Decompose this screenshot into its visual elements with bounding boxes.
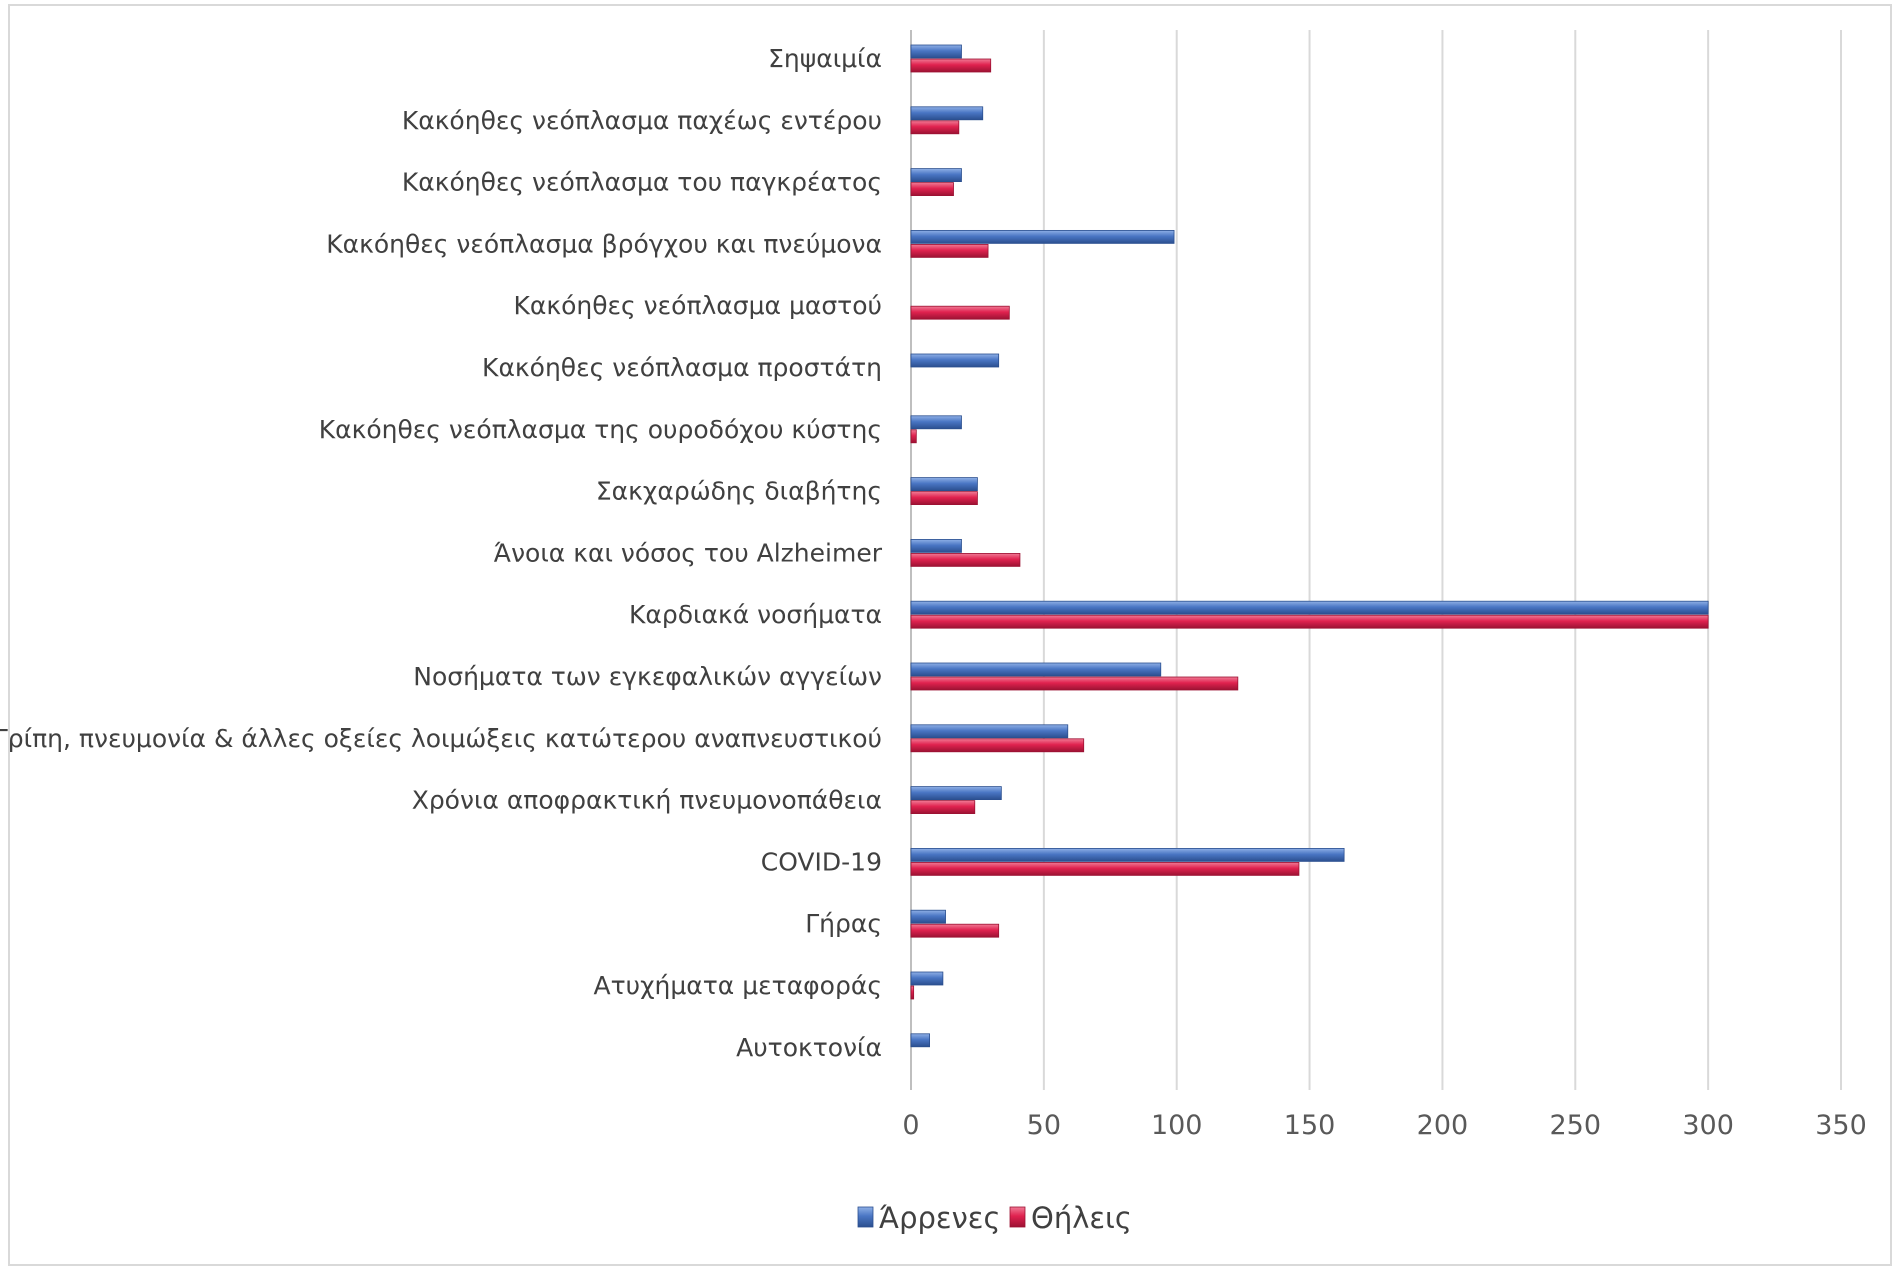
category-label: Κακόηθες νεόπλασμα της ουροδόχου κύστης <box>319 415 882 444</box>
bar-arrenes-8 <box>910 539 962 553</box>
x-tick-label: 300 <box>1682 1110 1734 1141</box>
category-label: Γρίπη, πνευμονία & άλλες οξείες λοιμώξει… <box>0 724 882 753</box>
bar-thileis-10 <box>910 676 1239 691</box>
legend: Άρρενες Θήλεις <box>857 1201 1132 1235</box>
chart-frame <box>8 4 1892 1266</box>
bar-thileis-11 <box>910 738 1085 753</box>
category-label: Κακόηθες νεόπλασμα προστάτη <box>482 353 882 382</box>
bar-arrenes-2 <box>910 168 962 183</box>
bar-thileis-1 <box>910 120 960 135</box>
gridlines <box>910 30 1842 1090</box>
bar-thileis-3 <box>910 243 989 258</box>
legend-swatch-arrenes <box>857 1206 874 1228</box>
category-label: COVID-19 <box>761 847 882 876</box>
bar-thileis-15 <box>910 985 915 1000</box>
x-tick-label: 0 <box>902 1110 919 1141</box>
bar-thileis-7 <box>910 491 978 506</box>
category-label: Χρόνια αποφρακτική πνευμονοπάθεια <box>412 786 882 815</box>
x-tick-label: 100 <box>1151 1110 1203 1141</box>
bar-thileis-9 <box>910 614 1709 629</box>
legend-label-thileis: Θήλεις <box>1031 1201 1132 1235</box>
bar-thileis-13 <box>910 862 1300 876</box>
x-tick-label: 350 <box>1815 1110 1867 1141</box>
category-label: Καρδιακά νοσήματα <box>629 600 882 629</box>
bar-thileis-0 <box>910 58 992 73</box>
x-axis-ticks: 0 50 100 150 200 250 300 350 <box>902 1110 1866 1141</box>
category-label: Ατυχήματα μεταφοράς <box>593 971 882 1000</box>
bar-arrenes-16 <box>910 1033 931 1048</box>
bars <box>910 44 1709 1048</box>
x-tick-label: 200 <box>1417 1110 1469 1141</box>
bar-arrenes-15 <box>910 971 944 986</box>
category-label: Κακόηθες νεόπλασμα παχέως εντέρου <box>402 106 882 135</box>
category-label: Αυτοκτονία <box>736 1033 882 1062</box>
bar-thileis-12 <box>910 800 976 814</box>
x-tick-label: 250 <box>1550 1110 1602 1141</box>
bar-arrenes-11 <box>910 724 1069 739</box>
bar-arrenes-3 <box>910 229 1175 244</box>
bar-arrenes-13 <box>910 848 1345 862</box>
bar-arrenes-0 <box>910 44 962 59</box>
x-tick-label: 150 <box>1284 1110 1336 1141</box>
x-tick-label: 50 <box>1027 1110 1061 1141</box>
bar-thileis-14 <box>910 923 1000 938</box>
category-labels: Σηψαιμία Κακόηθες νεόπλασμα παχέως εντέρο… <box>0 44 883 1062</box>
category-label: Κακόηθες νεόπλασμα βρόγχου και πνεύμονα <box>326 229 882 258</box>
bar-thileis-4 <box>910 305 1010 320</box>
bar-arrenes-14 <box>910 909 946 924</box>
bar-arrenes-12 <box>910 786 1002 800</box>
bar-thileis-6 <box>910 429 917 444</box>
category-label: Νοσήματα των εγκεφαλικών αγγείων <box>413 662 882 691</box>
bar-thileis-2 <box>910 182 954 197</box>
category-label: Κακόηθες νεόπλασμα του παγκρέατος <box>402 168 882 197</box>
bar-arrenes-10 <box>910 662 1162 677</box>
bar-thileis-8 <box>910 553 1021 567</box>
bar-arrenes-7 <box>910 477 978 492</box>
category-label: Κακόηθες νεόπλασμα μαστού <box>514 291 883 320</box>
legend-label-arrenes: Άρρενες <box>879 1201 1000 1235</box>
category-label: Άνοια και νόσος του Alzheimer <box>494 538 883 567</box>
category-label: Γήρας <box>805 909 882 938</box>
legend-swatch-thileis <box>1009 1206 1026 1228</box>
category-label: Σηψαιμία <box>768 44 882 73</box>
bar-arrenes-1 <box>910 106 984 121</box>
bar-arrenes-9 <box>910 600 1709 615</box>
bar-arrenes-6 <box>910 415 962 430</box>
category-label: Σακχαρώδης διαβήτης <box>596 477 882 506</box>
bar-arrenes-5 <box>910 353 1000 368</box>
